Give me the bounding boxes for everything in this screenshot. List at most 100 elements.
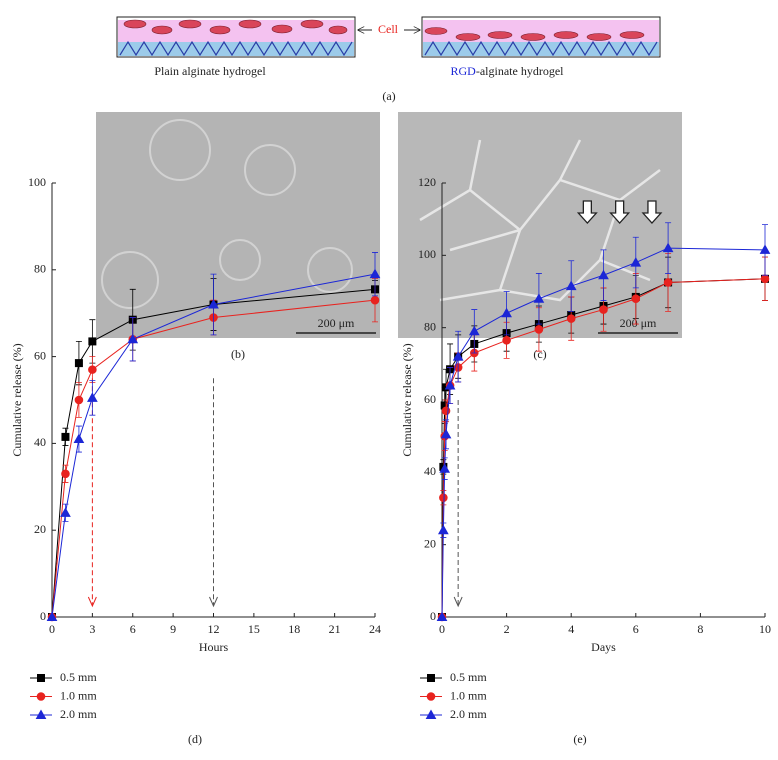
arrow-head <box>87 596 97 608</box>
legend-marker <box>35 709 47 719</box>
marker <box>533 293 545 303</box>
caption: (d) <box>188 732 202 746</box>
marker <box>46 611 58 621</box>
label: RGD-alginate hydrogel <box>451 64 565 78</box>
legend-label: 2.0 mm <box>450 707 487 721</box>
y-axis-label: Cumulative release (%) <box>400 343 414 456</box>
legend-label: 1.0 mm <box>60 688 97 702</box>
caption: (b) <box>231 347 245 361</box>
marker <box>663 278 673 287</box>
panel-b: 200 μm (b) <box>96 112 380 361</box>
marker <box>88 337 97 346</box>
marker <box>370 295 380 305</box>
y-tick-label: 0 <box>430 609 436 623</box>
rgd: RGD <box>451 64 477 78</box>
x-tick-label: 9 <box>170 622 176 636</box>
marker <box>662 242 674 253</box>
marker <box>208 299 219 309</box>
legend-label: 2.0 mm <box>60 707 97 721</box>
medium <box>118 20 354 42</box>
legend-marker <box>426 692 436 701</box>
marker <box>87 392 98 402</box>
caption: (e) <box>573 732 586 746</box>
label-rest: -alginate hydrogel <box>476 64 564 78</box>
x-tick-label: 4 <box>568 622 574 636</box>
x-tick-label: 8 <box>697 622 703 636</box>
marker <box>439 463 451 473</box>
marker <box>760 274 770 284</box>
block-arrow <box>609 200 631 224</box>
y-tick-label: 100 <box>28 175 46 189</box>
marker <box>502 336 511 345</box>
marker <box>631 294 641 304</box>
legend-marker <box>36 692 46 701</box>
cells <box>123 19 348 35</box>
caption: (a) <box>382 89 395 103</box>
y-tick-label: 60 <box>424 392 436 406</box>
y-axis-label: Cumulative release (%) <box>10 343 24 456</box>
x-tick-label: 24 <box>369 622 381 636</box>
x-tick-label: 3 <box>89 622 95 636</box>
marker <box>436 611 448 621</box>
marker <box>74 359 83 368</box>
caption: (c) <box>533 347 546 361</box>
marker <box>534 325 544 334</box>
y-tick-label: 120 <box>418 175 436 189</box>
x-tick-label: 12 <box>208 622 220 636</box>
legend-marker <box>425 709 437 719</box>
micrograph <box>398 112 682 338</box>
scale-label: 200 μm <box>620 316 657 330</box>
block-arrow <box>641 200 663 224</box>
marker <box>759 244 771 254</box>
x-axis-label: Days <box>591 640 616 654</box>
marker <box>452 351 464 361</box>
legend-marker <box>37 674 45 682</box>
x-tick-label: 18 <box>288 622 300 636</box>
y-tick-label: 20 <box>34 522 46 536</box>
marker <box>60 507 71 517</box>
cell-network <box>419 139 661 302</box>
arrow-head <box>453 596 463 608</box>
marker <box>444 380 456 390</box>
marker <box>565 280 577 291</box>
cells <box>424 27 645 41</box>
marker <box>73 433 85 444</box>
marker <box>61 469 70 479</box>
x-tick-label: 15 <box>248 622 260 636</box>
polymer-chains <box>424 40 658 57</box>
scale-label: 200 μm <box>318 316 355 330</box>
y-tick-label: 40 <box>34 435 46 449</box>
legend-label: 1.0 mm <box>450 688 487 702</box>
y-tick-label: 80 <box>424 319 436 333</box>
legend-label: 0.5 mm <box>60 670 97 684</box>
x-tick-label: 2 <box>504 622 510 636</box>
label: Plain alginate hydrogel <box>154 64 266 78</box>
y-tick-label: 20 <box>424 536 436 550</box>
marker <box>438 524 449 535</box>
x-tick-label: 0 <box>49 622 55 636</box>
x-axis-label: Hours <box>199 640 229 654</box>
y-tick-label: 60 <box>34 348 46 362</box>
legend-marker <box>427 674 435 682</box>
marker <box>630 257 642 267</box>
marker <box>501 307 512 318</box>
x-tick-label: 6 <box>633 622 639 636</box>
marker <box>127 333 139 344</box>
y-tick-label: 40 <box>424 464 436 478</box>
marker <box>61 432 70 441</box>
y-tick-label: 0 <box>40 609 46 623</box>
block-arrow <box>576 200 598 224</box>
x-tick-label: 10 <box>759 622 771 636</box>
marker <box>439 493 448 502</box>
marker <box>598 269 609 280</box>
x-tick-label: 21 <box>329 622 341 636</box>
marker <box>369 268 381 279</box>
marker <box>74 395 84 405</box>
marker <box>566 314 576 323</box>
x-tick-label: 6 <box>130 622 136 636</box>
y-tick-label: 100 <box>418 247 436 261</box>
marker <box>88 365 97 374</box>
marker <box>468 325 480 336</box>
texture <box>101 119 353 309</box>
